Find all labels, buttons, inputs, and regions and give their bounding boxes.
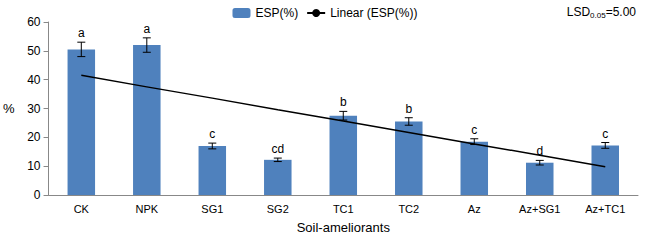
- svg-text:ESP(%): ESP(%): [255, 6, 298, 20]
- svg-text:TC2: TC2: [398, 203, 419, 215]
- svg-text:50: 50: [27, 44, 41, 58]
- svg-text:10: 10: [27, 159, 41, 173]
- svg-text:SG2: SG2: [267, 203, 289, 215]
- svg-text:CK: CK: [74, 203, 90, 215]
- svg-text:0: 0: [34, 188, 41, 202]
- svg-text:%: %: [3, 101, 15, 116]
- svg-text:SG1: SG1: [201, 203, 223, 215]
- svg-text:Linear (ESP(%)): Linear (ESP(%)): [330, 6, 417, 20]
- svg-text:0.05: 0.05: [590, 11, 606, 20]
- svg-text:30: 30: [27, 102, 41, 116]
- svg-text:cd: cd: [271, 142, 284, 156]
- svg-text:c: c: [471, 123, 477, 137]
- svg-text:20: 20: [27, 130, 41, 144]
- svg-text:Az+SG1: Az+SG1: [519, 203, 560, 215]
- svg-text:c: c: [209, 127, 215, 141]
- svg-text:d: d: [536, 144, 543, 158]
- svg-text:c: c: [602, 127, 608, 141]
- svg-text:a: a: [143, 22, 150, 36]
- svg-text:TC1: TC1: [333, 203, 354, 215]
- svg-text:Soil-ameliorants: Soil-ameliorants: [297, 220, 391, 235]
- svg-text:b: b: [405, 102, 412, 116]
- svg-text:40: 40: [27, 73, 41, 87]
- svg-text:=5.00: =5.00: [606, 5, 637, 19]
- svg-text:60: 60: [27, 15, 41, 29]
- svg-text:LSD: LSD: [567, 5, 591, 19]
- svg-text:a: a: [78, 26, 85, 40]
- svg-text:Az+TC1: Az+TC1: [585, 203, 625, 215]
- svg-text:b: b: [340, 95, 347, 109]
- svg-text:NPK: NPK: [135, 203, 158, 215]
- svg-text:Az: Az: [468, 203, 481, 215]
